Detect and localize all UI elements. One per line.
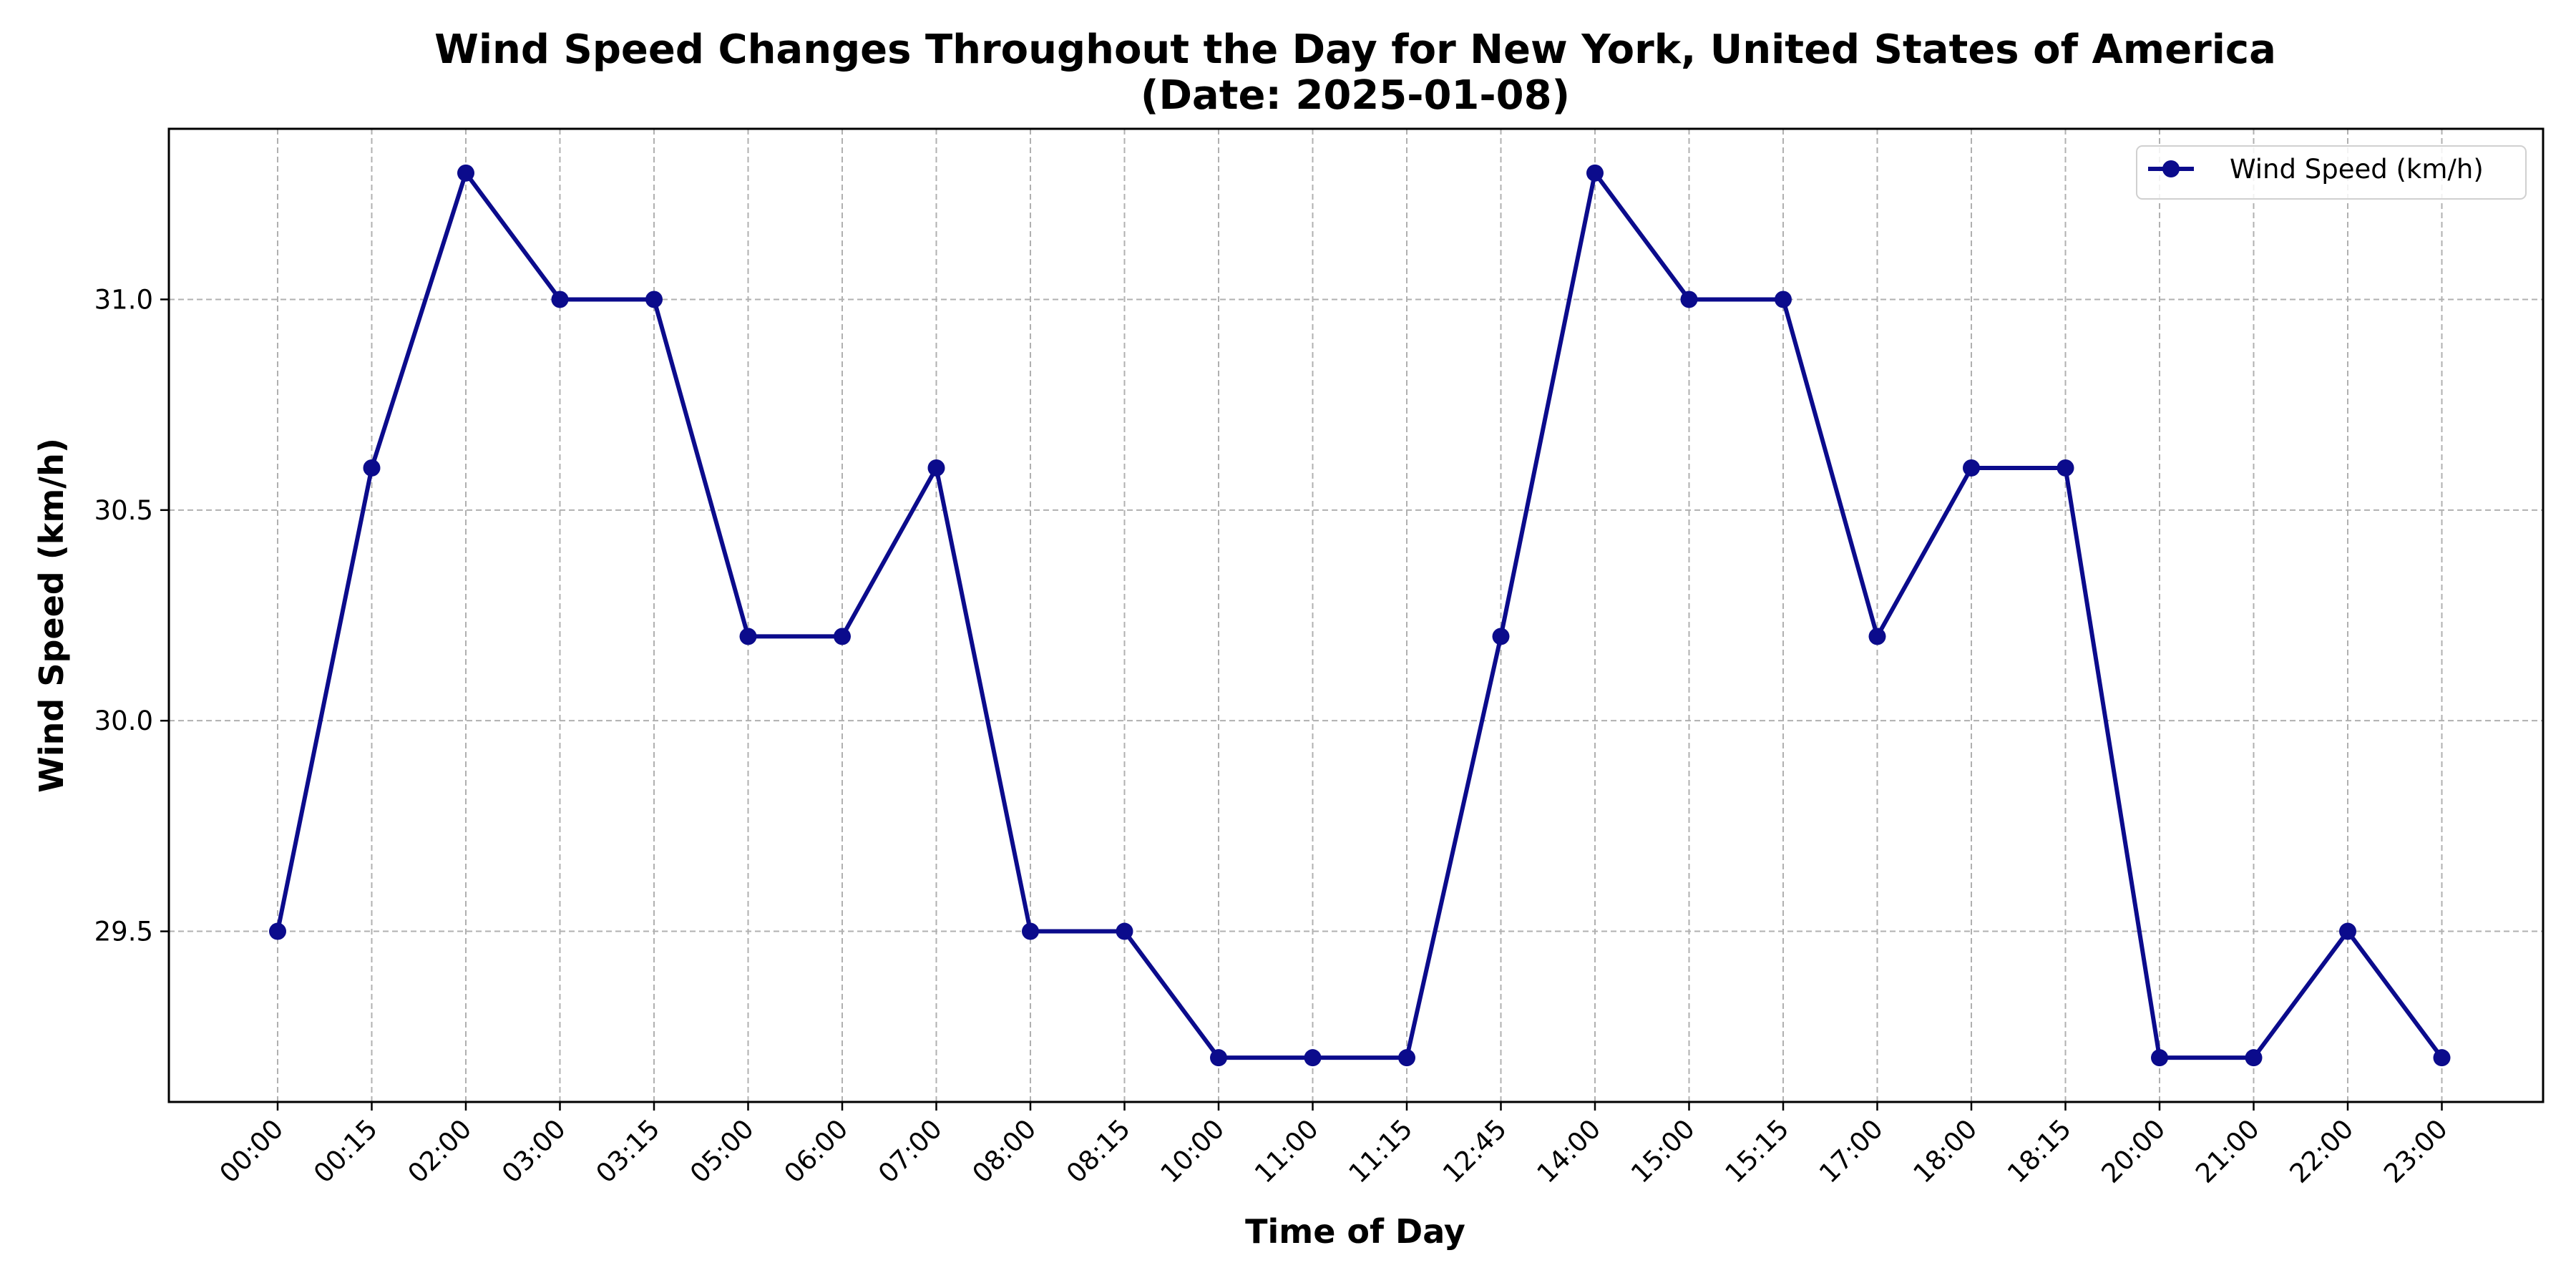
data-point [2339,922,2356,940]
x-tick-label: 00:00 [214,1113,290,1189]
x-tick-label: 03:00 [496,1113,572,1189]
x-tick-label: 11:00 [1249,1113,1324,1189]
data-series [269,164,2451,1067]
y-axis-label: Wind Speed (km/h) [32,438,71,793]
data-point [1868,628,1886,645]
data-point [363,459,381,477]
x-axis-label: Time of Day [1245,1212,1465,1251]
axis-ticks: 00:00 00:15 02:00 03:00 03:15 05:00 06:00 07:00… [94,284,2454,1189]
data-point [1116,922,1133,940]
data-point [739,628,757,645]
x-tick-label: 18:00 [1908,1113,1984,1189]
grid-lines [169,129,2543,1102]
x-tick-label: 17:00 [1813,1113,1889,1189]
data-point [1586,164,1604,182]
plot-frame [167,127,2545,1103]
legend-marker-swatch [2162,160,2180,177]
x-tick-label: 03:15 [590,1113,666,1189]
data-point [1210,1049,1227,1067]
series-line [275,170,2444,1060]
data-point [1775,291,1792,308]
x-tick-label: 21:00 [2190,1113,2265,1189]
x-tick-label: 08:00 [967,1113,1043,1189]
x-tick-label: 07:00 [872,1113,948,1189]
data-point [1022,922,1039,940]
data-point [834,628,851,645]
x-tick-label: 15:15 [1719,1113,1795,1189]
data-point [269,922,286,940]
data-point [1963,459,1980,477]
y-tick-label: 29.5 [94,917,153,947]
data-point [927,459,945,477]
x-tick-label: 23:00 [2378,1113,2454,1189]
data-point [2057,459,2074,477]
x-tick-label: 11:15 [1343,1113,1419,1189]
legend: Wind Speed (km/h) [2136,145,2527,200]
data-point [2245,1049,2263,1067]
data-point [1492,628,1510,645]
data-point [2433,1049,2451,1067]
y-tick-label: 31.0 [94,284,153,315]
y-tick-label: 30.5 [94,495,153,526]
data-point [1398,1049,1415,1067]
x-tick-label: 20:00 [2096,1113,2172,1189]
x-tick-label: 12:45 [1437,1113,1513,1189]
x-tick-label: 00:15 [308,1113,384,1189]
x-tick-label: 10:00 [1155,1113,1231,1189]
x-tick-label: 22:00 [2284,1113,2360,1189]
data-point [457,164,474,182]
x-tick-label: 06:00 [779,1113,854,1189]
x-tick-label: 08:15 [1060,1113,1136,1189]
legend-label: Wind Speed (km/h) [2230,154,2484,185]
data-point [551,291,569,308]
x-tick-label: 15:00 [1625,1113,1701,1189]
y-tick-label: 30.0 [94,706,153,736]
data-point [645,291,663,308]
x-tick-label: 18:15 [2001,1113,2077,1189]
chart-title: Wind Speed Changes Throughout the Day fo… [434,26,2276,73]
x-tick-label: 14:00 [1531,1113,1607,1189]
chart-subtitle: (Date: 2025-01-08) [1141,72,1570,119]
data-point [1680,291,1698,308]
legend-box [2136,145,2527,200]
x-tick-label: 02:00 [402,1113,478,1189]
data-point [2151,1049,2168,1067]
x-tick-label: 05:00 [684,1113,760,1189]
data-point [1304,1049,1322,1067]
